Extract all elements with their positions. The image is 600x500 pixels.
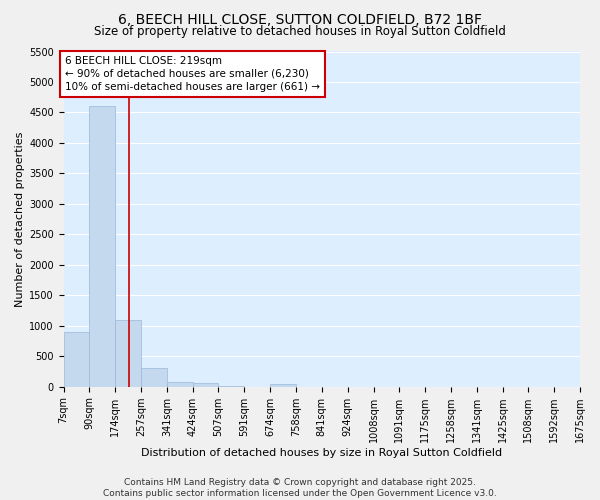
- Bar: [193, 383, 218, 386]
- Y-axis label: Number of detached properties: Number of detached properties: [15, 132, 25, 307]
- Text: Size of property relative to detached houses in Royal Sutton Coldfield: Size of property relative to detached ho…: [94, 25, 506, 38]
- X-axis label: Distribution of detached houses by size in Royal Sutton Coldfield: Distribution of detached houses by size …: [141, 448, 502, 458]
- Bar: [141, 368, 167, 386]
- Text: Contains HM Land Registry data © Crown copyright and database right 2025.
Contai: Contains HM Land Registry data © Crown c…: [103, 478, 497, 498]
- Bar: [167, 382, 193, 386]
- Bar: [89, 106, 115, 386]
- Bar: [115, 320, 141, 386]
- Bar: [270, 384, 296, 386]
- Bar: [64, 332, 89, 386]
- Text: 6 BEECH HILL CLOSE: 219sqm
← 90% of detached houses are smaller (6,230)
10% of s: 6 BEECH HILL CLOSE: 219sqm ← 90% of deta…: [65, 56, 320, 92]
- Text: 6, BEECH HILL CLOSE, SUTTON COLDFIELD, B72 1BF: 6, BEECH HILL CLOSE, SUTTON COLDFIELD, B…: [118, 12, 482, 26]
